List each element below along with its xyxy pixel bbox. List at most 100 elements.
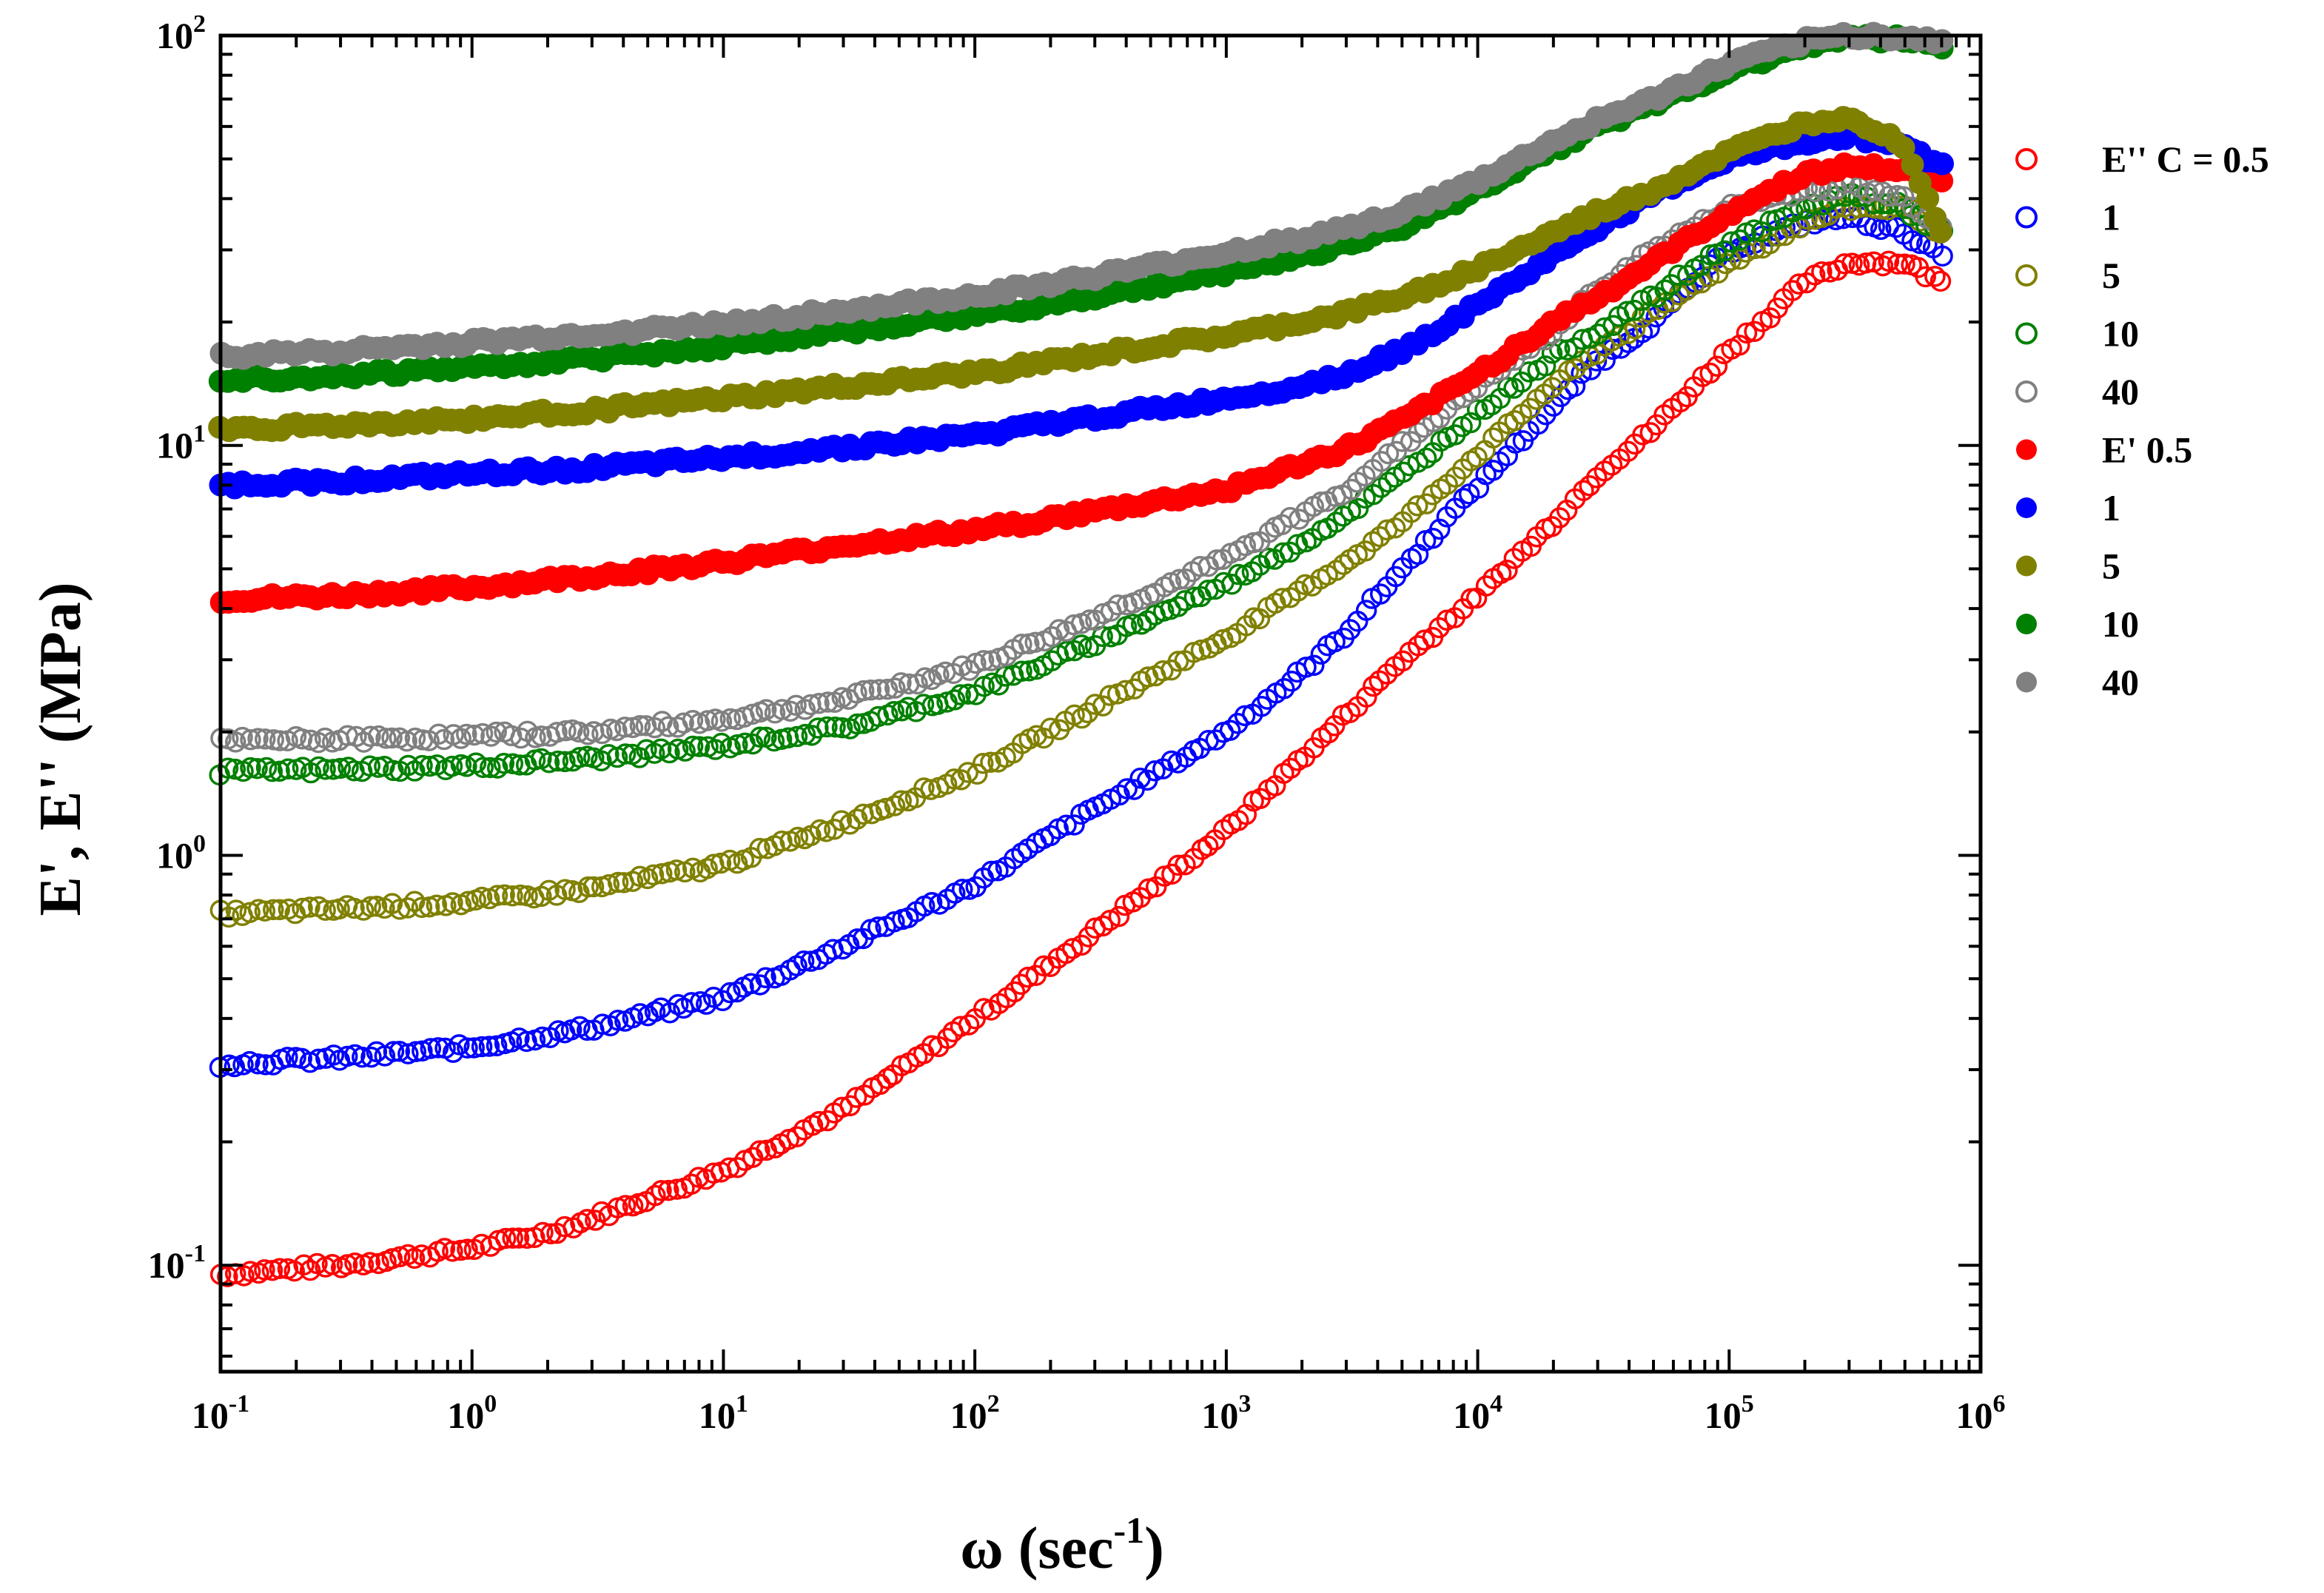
data-point [1571,363,1592,384]
x-tick-label: 100 [447,1390,497,1436]
data-point [397,897,419,919]
data-point [1377,472,1400,493]
data-point [254,728,276,750]
legend-label: E'' C = 0.5 [2102,138,2269,180]
data-point [1497,559,1518,581]
data-point [973,650,995,671]
data-point [502,1227,523,1249]
data-point [629,1003,651,1024]
data-point [366,896,388,917]
data-point [1930,152,1954,175]
data-point [1534,355,1556,377]
data-point [710,852,732,874]
legend-marker [2015,206,2038,229]
data-point [1735,235,1757,257]
data-point [555,720,577,742]
data-point [1326,560,1347,581]
data-point [292,897,313,919]
data-point [673,712,694,734]
data-point [681,992,702,1013]
data-point [651,863,673,885]
legend-marker [2016,671,2037,693]
data-point [493,752,515,774]
data-point [1930,270,1952,292]
data-point [667,993,689,1016]
data-point [381,1248,403,1270]
legend-label: E' 0.5 [2102,429,2192,471]
data-point [1878,185,1900,207]
data-point [359,1252,381,1273]
data-point [299,896,320,918]
data-point [936,1027,958,1050]
data-point [1833,253,1855,275]
data-point [1386,440,1407,463]
data-point [1900,205,1922,227]
data-point [427,1037,449,1059]
data-point [1872,255,1894,277]
data-point [1429,518,1451,540]
data-point [1482,427,1504,449]
data-point [832,938,853,960]
data-point [598,744,619,765]
data-point [696,710,719,731]
data-point [1811,261,1833,283]
data-point [1929,221,1952,244]
data-point [426,894,448,916]
data-point [383,1041,405,1062]
data-point [1818,204,1839,226]
data-point [352,1046,373,1068]
data-point [277,1047,298,1068]
data-point [1219,720,1241,741]
data-point [463,724,485,746]
data-point [1894,253,1915,275]
legend-marker [2016,497,2037,518]
data-point [658,1179,679,1201]
data-point [1548,507,1571,529]
data-point [494,884,515,906]
data-point [428,723,449,745]
legend-marker [2016,439,2037,460]
data-point [277,758,299,780]
data-point [1055,814,1077,836]
data-point [263,899,284,921]
data-point [554,751,576,773]
data-point [749,1140,770,1161]
data-point [614,717,636,738]
data-point [337,1045,358,1067]
data-point [269,899,290,921]
data-point [794,699,816,720]
data-point [831,717,853,739]
data-point [1377,443,1400,465]
data-point [642,864,665,886]
data-point [359,755,381,777]
data-point [958,1014,980,1036]
data-point [944,689,966,711]
data-point [598,873,620,896]
data-point [1699,362,1721,384]
data-point [240,757,261,779]
data-point [411,896,433,919]
data-point [1152,660,1174,682]
legend-marker [2015,380,2038,403]
data-point [771,699,793,720]
data-point [884,911,905,933]
data-point [1318,722,1340,744]
data-point [247,1053,269,1075]
legend-marker [2016,614,2037,634]
data-point [457,1238,478,1260]
data-point [486,885,508,906]
data-point [531,725,552,747]
data-point [299,1259,321,1281]
data-point [755,967,776,989]
data-point [1729,229,1751,251]
data-point [502,885,523,907]
data-point [472,757,494,779]
data-point [1736,322,1758,344]
data-point [450,728,471,749]
data-point [1303,654,1325,677]
legend: E'' C = 0.5 1 5 10 40 E' 0.5 1 5 10 40 [2015,138,2269,703]
data-point [329,757,352,779]
data-point [323,1044,345,1066]
legend-label: 5 [2102,255,2120,296]
data-point [951,879,973,900]
